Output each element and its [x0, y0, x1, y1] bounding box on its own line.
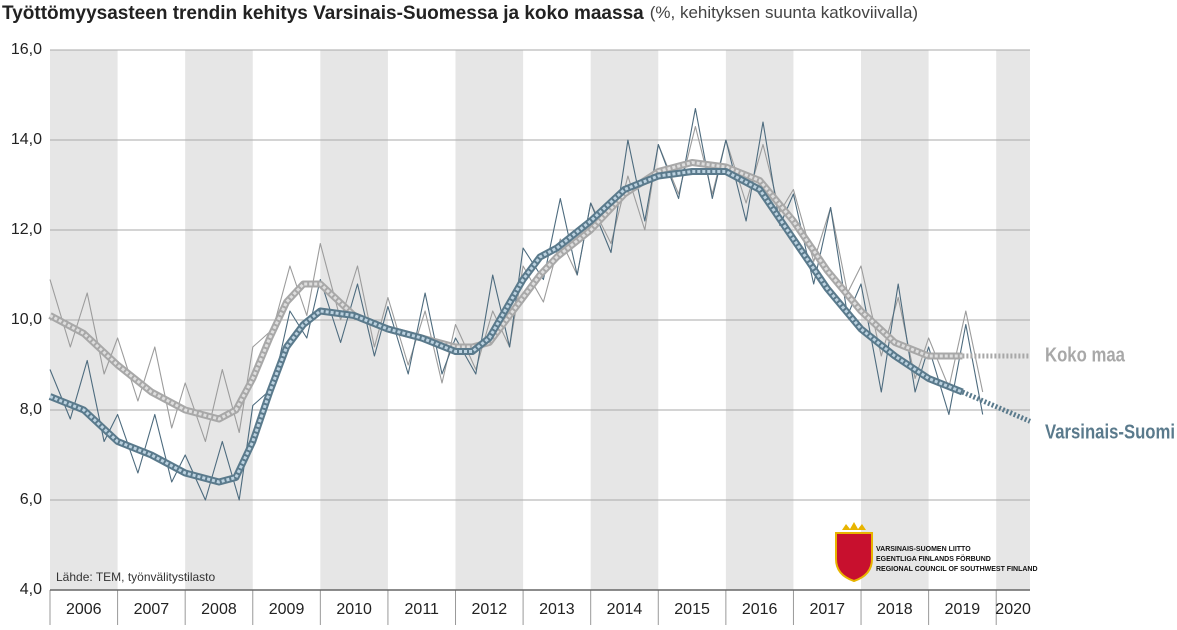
y-tick-label: 4,0 [20, 581, 42, 598]
source: Lähde: TEM, työnvälitystilasto [56, 570, 216, 584]
x-tick-label: 2014 [607, 601, 643, 618]
logo-text: VARSINAIS-SUOMEN LIITTO [876, 546, 971, 553]
chart-subtitle: (%, kehityksen suunta katkoviivalla) [650, 3, 918, 22]
series-label: Varsinais-Suomi [1045, 422, 1175, 444]
y-tick-label: 16,0 [11, 41, 42, 58]
logo-text: EGENTLIGA FINLANDS FÖRBUND [876, 554, 991, 563]
x-tick-label: 2015 [674, 601, 710, 618]
chart-header: Työttömyysasteen trendin kehitys Varsina… [2, 3, 918, 24]
series-label: Koko maa [1045, 344, 1126, 366]
x-tick-label: 2012 [472, 601, 508, 618]
y-tick-label: 12,0 [11, 221, 42, 238]
y-tick-label: 6,0 [20, 491, 42, 508]
x-tick-label: 2019 [945, 601, 981, 618]
x-tick-label: 2011 [405, 601, 440, 618]
logo-text: REGIONAL COUNCIL OF SOUTHWEST FINLAND [876, 566, 1038, 573]
y-tick-label: 8,0 [20, 401, 42, 418]
x-tick-label: 2009 [269, 601, 305, 618]
x-tick-label: 2017 [809, 601, 845, 618]
logo-crown [842, 522, 866, 530]
logo: VARSINAIS-SUOMEN LIITTO EGENTLIGA FINLAN… [835, 522, 1038, 583]
y-tick-label: 14,0 [11, 131, 42, 148]
trend-line-inner [49, 170, 963, 484]
chart-title: Työttömyysasteen trendin kehitys Varsina… [2, 3, 644, 24]
x-tick-label: 2006 [66, 601, 102, 618]
forecast-line [961, 389, 1031, 424]
logo-shield [835, 532, 873, 583]
x-tick-label: 2010 [336, 601, 372, 618]
trend-line-inner [49, 161, 963, 421]
x-tick-label: 2016 [742, 601, 778, 618]
x-tick-label: 2020 [995, 601, 1031, 618]
x-tick-label: 2008 [201, 601, 237, 618]
x-tick-label: 2018 [877, 601, 913, 618]
x-tick-label: 2013 [539, 601, 575, 618]
y-tick-label: 10,0 [11, 311, 42, 328]
x-tick-label: 2007 [134, 601, 170, 618]
